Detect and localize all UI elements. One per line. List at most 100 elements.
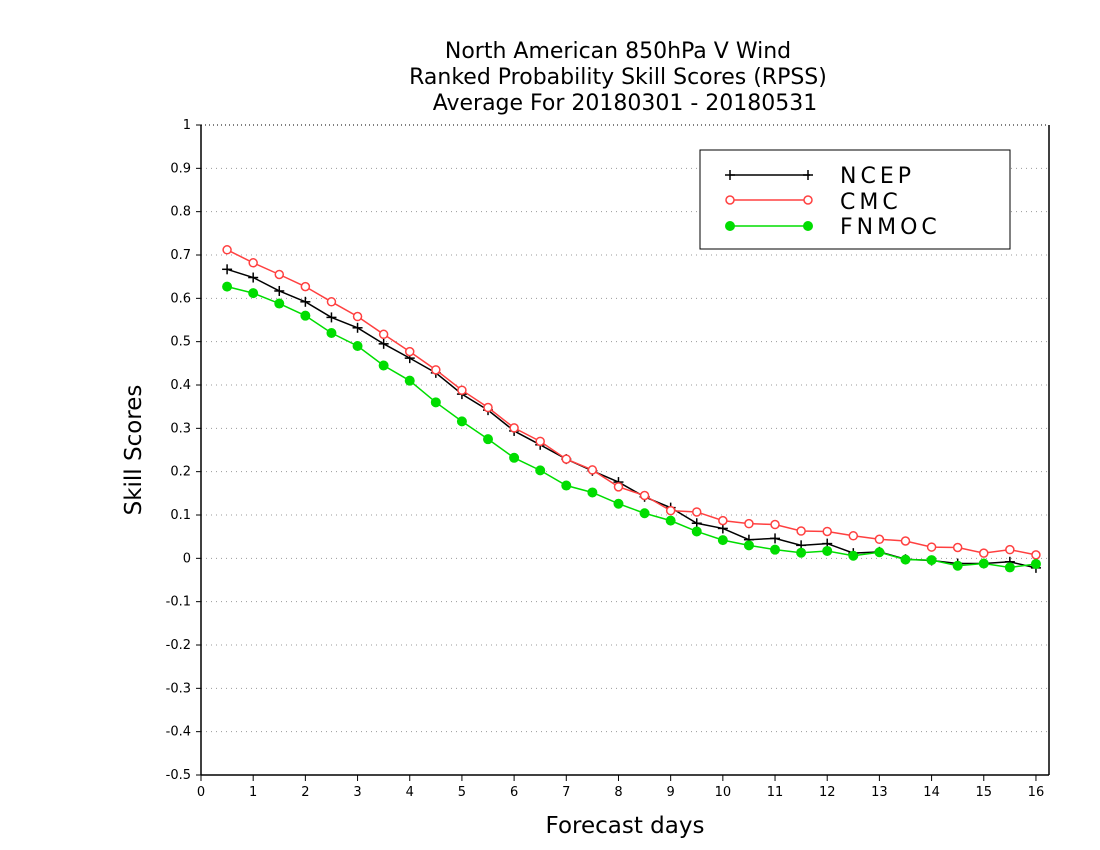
y-tick-label: -0.1: [166, 595, 191, 610]
y-tick-label: 0.2: [170, 465, 191, 480]
data-point-cmc: [692, 507, 702, 517]
legend-swatches: [725, 170, 813, 231]
data-point-cmc: [744, 518, 754, 529]
data-point-fnmoc: [743, 540, 754, 551]
y-tick-label: -0.3: [166, 681, 191, 696]
data-point-fnmoc: [300, 310, 311, 321]
data-point-fnmoc: [978, 558, 989, 569]
series-cmc: [222, 245, 1041, 560]
y-tick-label: 1: [183, 118, 191, 133]
legend-marker-ncep: [725, 170, 735, 180]
legend-marker-cmc: [803, 195, 813, 205]
x-tick-label: 9: [667, 785, 675, 800]
legend-label-fnmoc: FNMOC: [840, 215, 941, 240]
data-point-cmc: [483, 402, 493, 413]
series-ncep: [222, 264, 1041, 573]
y-tick-label: 0.9: [170, 161, 191, 176]
legend-label-cmc: CMC: [840, 190, 902, 215]
x-tick-label: 13: [871, 785, 888, 800]
data-point-cmc: [796, 526, 806, 536]
data-point-cmc: [274, 269, 285, 280]
data-point-cmc: [378, 329, 389, 340]
legend-marker-fnmoc: [725, 221, 735, 231]
data-point-cmc: [352, 311, 363, 322]
data-point-fnmoc: [900, 554, 911, 565]
data-point-fnmoc: [691, 526, 702, 537]
data-point-fnmoc: [952, 560, 963, 571]
data-point-ncep: [222, 264, 233, 275]
legend-marker-ncep: [803, 170, 813, 180]
x-tick-label: 6: [510, 785, 518, 800]
data-point-cmc: [587, 465, 598, 475]
data-point-cmc: [509, 423, 519, 433]
data-point-fnmoc: [639, 508, 650, 519]
data-point-fnmoc: [561, 480, 572, 491]
series-fnmoc: [222, 281, 1041, 573]
title-line-2: Ranked Probability Skill Scores (RPSS): [409, 65, 827, 90]
legend-marker-fnmoc: [803, 221, 813, 231]
x-tick-label: 0: [197, 785, 205, 800]
data-point-fnmoc: [352, 341, 363, 351]
x-tick-label: 15: [975, 785, 992, 800]
x-tick-label: 16: [1028, 785, 1045, 800]
data-point-fnmoc: [1004, 562, 1015, 573]
y-tick-label: 0.1: [170, 508, 191, 523]
x-tick-label: 3: [353, 785, 361, 800]
data-point-cmc: [613, 482, 624, 492]
y-tick-label: 0.6: [170, 291, 191, 306]
data-point-cmc: [900, 536, 911, 546]
data-point-cmc: [639, 490, 650, 501]
series-line-fnmoc: [226, 285, 1037, 569]
data-point-fnmoc: [848, 550, 859, 561]
data-point-fnmoc: [483, 434, 494, 445]
data-point-ncep: [248, 272, 259, 283]
y-tick-label: 0.3: [170, 421, 191, 436]
data-point-fnmoc: [222, 281, 233, 292]
y-tick-label: -0.5: [166, 768, 191, 783]
data-point-cmc: [404, 346, 415, 357]
data-point-fnmoc: [430, 397, 441, 408]
data-point-fnmoc: [665, 515, 676, 526]
data-point-fnmoc: [822, 545, 833, 556]
data-point-cmc: [848, 531, 859, 541]
data-point-cmc: [300, 281, 311, 292]
data-point-fnmoc: [770, 544, 781, 555]
y-tick-label: 0.4: [170, 378, 191, 393]
data-point-cmc: [326, 297, 337, 307]
data-point-fnmoc: [326, 328, 337, 338]
data-point-cmc: [770, 519, 780, 530]
y-tick-label: 0: [183, 551, 191, 566]
data-point-cmc: [665, 505, 676, 516]
y-tick-label: 0.7: [170, 248, 191, 263]
data-point-ncep: [770, 533, 781, 544]
data-point-fnmoc: [1030, 558, 1041, 569]
data-point-ncep: [274, 285, 285, 296]
data-point-cmc: [952, 542, 963, 553]
legend-marker-cmc: [725, 195, 735, 205]
axes: 1 0.9 0.8 0.7 0.6 0.5 0.4 0.3 0.2 0.1 0 -0.1 -0.2 -0.…: [166, 118, 1050, 800]
data-point-fnmoc: [274, 298, 285, 309]
x-tick-label: 11: [767, 785, 784, 800]
data-point-cmc: [874, 534, 885, 545]
data-point-cmc: [248, 258, 258, 268]
legend: NCEP CMC FNMOC: [699, 149, 1011, 250]
data-point-cmc: [431, 365, 441, 375]
data-point-fnmoc: [378, 360, 389, 371]
x-tick-label: 4: [406, 785, 414, 800]
x-tick-label: 12: [819, 785, 836, 800]
data-point-fnmoc: [509, 452, 520, 463]
data-point-cmc: [222, 245, 232, 255]
data-point-cmc: [1031, 550, 1041, 560]
x-tick-label: 7: [562, 785, 570, 800]
data-point-ncep: [378, 338, 389, 349]
data-point-fnmoc: [926, 555, 937, 566]
gridlines: [201, 124, 1049, 733]
title-line-1: North American 850hPa V Wind: [445, 39, 791, 64]
data-point-ncep: [352, 322, 363, 333]
data-point-cmc: [1005, 544, 1015, 555]
data-point-ncep: [300, 296, 311, 307]
x-tick-label: 10: [715, 785, 732, 800]
y-tick-label: -0.4: [166, 725, 191, 740]
y-tick-label: 0.5: [170, 335, 191, 350]
